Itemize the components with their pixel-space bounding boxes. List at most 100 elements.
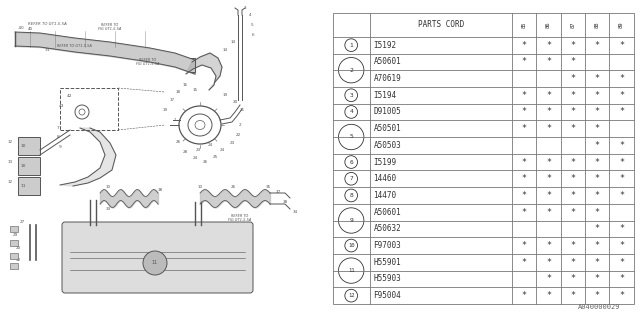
Text: 89: 89 bbox=[619, 21, 624, 28]
Text: 20: 20 bbox=[232, 100, 237, 104]
Text: A50601: A50601 bbox=[374, 57, 401, 66]
Bar bbox=[18, 157, 40, 175]
Text: 12: 12 bbox=[8, 180, 13, 184]
Text: 13: 13 bbox=[8, 160, 13, 164]
Text: 5: 5 bbox=[251, 23, 253, 27]
Text: 10: 10 bbox=[21, 144, 26, 148]
Text: 11: 11 bbox=[152, 260, 158, 266]
Text: 10: 10 bbox=[21, 164, 26, 168]
Text: 29: 29 bbox=[12, 233, 18, 237]
Text: 12: 12 bbox=[8, 140, 13, 144]
Text: *: * bbox=[546, 157, 551, 166]
Text: *: * bbox=[619, 91, 624, 100]
Text: *: * bbox=[570, 208, 575, 217]
Text: 31: 31 bbox=[44, 48, 50, 52]
Text: 11: 11 bbox=[348, 268, 355, 273]
Text: 10: 10 bbox=[348, 243, 355, 248]
Text: H55903: H55903 bbox=[374, 275, 401, 284]
Text: *: * bbox=[595, 141, 600, 150]
Text: 14470: 14470 bbox=[374, 191, 397, 200]
Text: F97003: F97003 bbox=[374, 241, 401, 250]
Text: *: * bbox=[619, 41, 624, 50]
Text: *: * bbox=[546, 275, 551, 284]
Text: 16: 16 bbox=[182, 83, 188, 87]
Text: *: * bbox=[522, 291, 527, 300]
Bar bbox=[18, 177, 40, 195]
Text: *: * bbox=[619, 174, 624, 183]
Text: *: * bbox=[619, 108, 624, 116]
Bar bbox=[10, 263, 18, 269]
Text: A50632: A50632 bbox=[374, 224, 401, 233]
Text: 25: 25 bbox=[212, 155, 218, 159]
Text: A50501: A50501 bbox=[374, 124, 401, 133]
Text: 14: 14 bbox=[230, 40, 236, 44]
Text: *: * bbox=[595, 208, 600, 217]
Text: 4: 4 bbox=[249, 13, 252, 17]
Text: 40: 40 bbox=[28, 27, 33, 31]
Text: 33: 33 bbox=[106, 207, 111, 211]
Text: I5194: I5194 bbox=[374, 91, 397, 100]
Text: -40: -40 bbox=[18, 26, 24, 30]
Text: *: * bbox=[595, 258, 600, 267]
Text: 38: 38 bbox=[157, 188, 163, 192]
Text: 14: 14 bbox=[223, 48, 227, 52]
Text: *: * bbox=[619, 224, 624, 233]
Text: *: * bbox=[595, 74, 600, 83]
Bar bbox=[10, 253, 18, 259]
Text: REFER TO
FIG GT1-5.5A: REFER TO FIG GT1-5.5A bbox=[99, 23, 122, 31]
Text: 22: 22 bbox=[236, 133, 241, 137]
Text: 87: 87 bbox=[570, 21, 575, 28]
Text: 20: 20 bbox=[15, 246, 20, 250]
Text: *: * bbox=[619, 275, 624, 284]
Text: *: * bbox=[570, 108, 575, 116]
Text: *: * bbox=[595, 157, 600, 166]
Text: A50503: A50503 bbox=[374, 141, 401, 150]
Text: 42: 42 bbox=[67, 94, 73, 98]
Text: *: * bbox=[595, 108, 600, 116]
Text: *: * bbox=[522, 57, 527, 66]
Text: 1: 1 bbox=[173, 118, 176, 122]
Text: REFER TO GT1-5.5A: REFER TO GT1-5.5A bbox=[28, 22, 67, 26]
Text: *: * bbox=[595, 174, 600, 183]
Text: H55901: H55901 bbox=[374, 258, 401, 267]
Text: *: * bbox=[570, 191, 575, 200]
Text: 27: 27 bbox=[19, 220, 24, 224]
Text: 12: 12 bbox=[348, 293, 355, 298]
Text: *: * bbox=[546, 241, 551, 250]
Text: *: * bbox=[546, 41, 551, 50]
Text: *: * bbox=[546, 208, 551, 217]
Text: 18: 18 bbox=[175, 90, 180, 94]
Text: 38: 38 bbox=[282, 200, 287, 204]
Text: PARTS CORD: PARTS CORD bbox=[418, 20, 464, 29]
Text: 10: 10 bbox=[197, 185, 203, 189]
Text: 35: 35 bbox=[266, 185, 271, 189]
Text: 14460: 14460 bbox=[374, 174, 397, 183]
Text: 85: 85 bbox=[522, 21, 527, 28]
Text: 86: 86 bbox=[546, 21, 551, 28]
Text: 3: 3 bbox=[244, 6, 246, 10]
Text: *: * bbox=[546, 258, 551, 267]
Text: 26: 26 bbox=[202, 160, 207, 164]
Text: *: * bbox=[570, 275, 575, 284]
Circle shape bbox=[143, 251, 167, 275]
Text: 8: 8 bbox=[56, 135, 60, 139]
Text: *: * bbox=[522, 241, 527, 250]
Text: *: * bbox=[619, 241, 624, 250]
Polygon shape bbox=[60, 128, 116, 186]
Text: A70619: A70619 bbox=[374, 74, 401, 83]
Text: *: * bbox=[595, 241, 600, 250]
Text: A040000029: A040000029 bbox=[579, 304, 621, 310]
Text: *: * bbox=[595, 275, 600, 284]
Text: *: * bbox=[619, 74, 624, 83]
Text: *: * bbox=[522, 124, 527, 133]
Text: 15: 15 bbox=[193, 88, 198, 92]
Text: F95004: F95004 bbox=[374, 291, 401, 300]
Text: D91005: D91005 bbox=[374, 108, 401, 116]
Text: *: * bbox=[546, 191, 551, 200]
Text: *: * bbox=[595, 124, 600, 133]
Text: I5199: I5199 bbox=[374, 157, 397, 166]
Text: I5192: I5192 bbox=[374, 41, 397, 50]
Text: 26: 26 bbox=[175, 140, 180, 144]
Text: 9: 9 bbox=[59, 145, 61, 149]
Text: *: * bbox=[570, 157, 575, 166]
